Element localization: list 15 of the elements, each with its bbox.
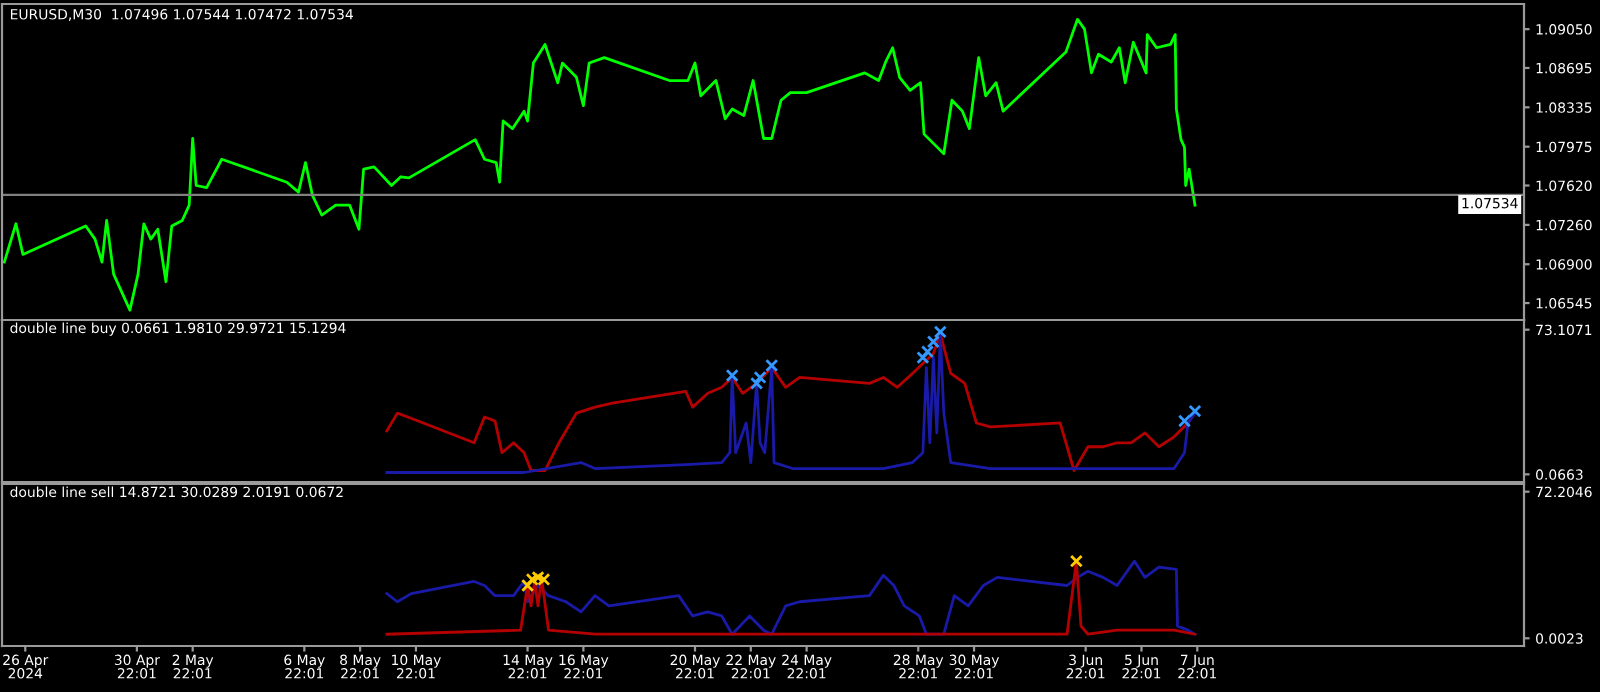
point: [920, 345, 935, 359]
line-series: [385, 559, 1197, 636]
point: [520, 578, 535, 593]
line-series: [2, 17, 1197, 312]
point: [916, 351, 930, 365]
point: [1188, 404, 1202, 418]
point: [531, 570, 545, 584]
point: [933, 325, 947, 339]
point: [753, 370, 767, 385]
point: [765, 358, 779, 373]
point: [1069, 554, 1083, 568]
point: [725, 368, 739, 383]
point: [1177, 414, 1192, 428]
point: [926, 335, 940, 349]
point: [750, 376, 764, 390]
